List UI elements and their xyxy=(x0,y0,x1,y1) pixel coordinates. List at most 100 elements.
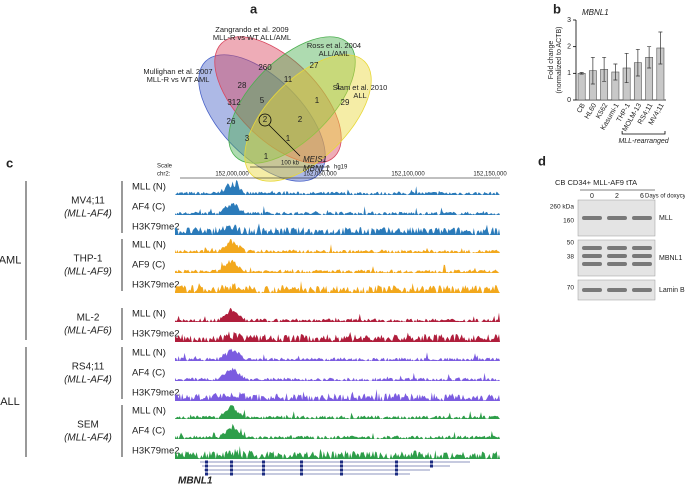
marker-label: 160 xyxy=(563,218,574,225)
signal-track xyxy=(175,423,500,439)
gene-name: MBNL1 xyxy=(178,476,213,487)
venn-count: 29 xyxy=(341,98,350,107)
venn-set-name: Mullighan et al. 2007 xyxy=(143,67,212,76)
blot-label: MBNL1 xyxy=(659,255,682,262)
exon xyxy=(395,464,398,468)
signal-track xyxy=(175,180,500,195)
track-label: MLL (N) xyxy=(132,406,166,417)
y-tick-label: 0 xyxy=(567,97,571,104)
blot-label: Lamin B1 xyxy=(659,287,685,294)
marker-label: 50 xyxy=(567,240,575,247)
group-label: AML xyxy=(0,254,21,266)
track-label: MLL (N) xyxy=(132,348,166,359)
y-tick-label: 1 xyxy=(567,70,571,77)
blot-band xyxy=(632,262,652,266)
cell-line-name: MV4;11 xyxy=(71,196,105,207)
venn-count: 27 xyxy=(310,61,319,70)
x-tick-label: CB xyxy=(576,102,587,114)
coordinate-label: 152,050,000 xyxy=(303,172,337,178)
venn-set-subtitle: ALL xyxy=(353,91,366,100)
coordinate-label: 152,150,000 xyxy=(473,172,507,178)
track-label: MLL (N) xyxy=(132,309,166,320)
exon xyxy=(340,468,343,472)
exon xyxy=(300,468,303,472)
blot-band xyxy=(632,216,652,220)
venn-count: 1 xyxy=(336,82,341,91)
blot-label: MLL xyxy=(659,215,673,222)
signal-track xyxy=(175,405,500,419)
signal-track xyxy=(175,239,500,253)
signal-track xyxy=(175,223,500,235)
error-bar xyxy=(624,52,629,84)
coordinate-label: 152,100,000 xyxy=(391,172,425,178)
venn-set xyxy=(244,54,372,182)
venn-count: 28 xyxy=(238,81,247,90)
bar xyxy=(577,73,586,101)
venn-count: 1 xyxy=(286,134,291,143)
track-label: AF4 (C) xyxy=(132,202,165,213)
exon xyxy=(300,472,303,476)
track-label: H3K79me2 xyxy=(132,388,180,399)
venn-count: 312 xyxy=(227,98,241,107)
y-axis-label: (normalized to ACTB) xyxy=(556,27,563,94)
cell-line-genotype: (MLL-AF9) xyxy=(64,267,112,278)
venn-set-name: Stam et al. 2010 xyxy=(333,83,388,92)
lanes-title: Days of doxycycline xyxy=(645,194,685,200)
lane-label: 6 xyxy=(640,193,644,200)
marker-label: 38 xyxy=(567,254,575,261)
exon xyxy=(205,472,208,476)
pointer-line xyxy=(268,124,301,157)
bracket-label: MLL-rearranged xyxy=(618,138,669,145)
venn-count: 2 xyxy=(298,115,303,124)
panel-label: a xyxy=(250,1,258,16)
cell-line-name: ML-2 xyxy=(77,313,100,324)
signal-track xyxy=(175,259,500,273)
signal-track xyxy=(175,389,500,401)
blot-band xyxy=(582,246,602,250)
blot-band xyxy=(607,262,627,266)
exon xyxy=(230,464,233,468)
panel-label: c xyxy=(6,155,13,170)
blot-band xyxy=(582,254,602,258)
exon xyxy=(205,468,208,472)
venn-set-subtitle: ALL/AML xyxy=(319,49,350,58)
venn-count: 260 xyxy=(258,63,272,72)
cell-line-genotype: (MLL-AF6) xyxy=(64,326,112,337)
blot-band xyxy=(607,288,627,292)
exon xyxy=(205,464,208,468)
marker-label: 70 xyxy=(567,285,575,292)
exon xyxy=(262,460,265,464)
venn-count: 11 xyxy=(284,75,293,84)
scalebar-label: 100 kb xyxy=(281,161,300,167)
venn-count: 5 xyxy=(260,96,265,105)
blot-band xyxy=(582,262,602,266)
cell-line-genotype: (MLL-AF4) xyxy=(64,433,112,444)
track-label: H3K79me2 xyxy=(132,222,180,233)
blot-band xyxy=(582,288,602,292)
assembly-label: hg19 xyxy=(334,165,348,171)
lane-label: 0 xyxy=(590,193,594,200)
blot-band xyxy=(632,254,652,258)
venn-count: 1 xyxy=(264,152,269,161)
track-label: MLL (N) xyxy=(132,240,166,251)
gene-label: MBNL1 xyxy=(303,164,330,173)
group-label: ALL xyxy=(0,396,20,408)
bracket xyxy=(621,131,666,135)
venn-count: 2 xyxy=(263,115,268,124)
error-bar xyxy=(602,56,607,82)
blot-band xyxy=(632,288,652,292)
blot-title: CB CD34+ MLL-AF9 tTA xyxy=(555,178,637,187)
cell-line-name: SEM xyxy=(77,420,99,431)
venn-count: 26 xyxy=(227,117,236,126)
track-label: MLL (N) xyxy=(132,182,166,193)
exon xyxy=(430,460,433,464)
panel-label: b xyxy=(553,1,561,16)
exon xyxy=(230,460,233,464)
exon xyxy=(430,464,433,468)
blot-band xyxy=(607,246,627,250)
exon xyxy=(205,460,208,464)
error-bar xyxy=(590,56,595,85)
signal-track xyxy=(175,367,500,381)
exon xyxy=(230,468,233,472)
